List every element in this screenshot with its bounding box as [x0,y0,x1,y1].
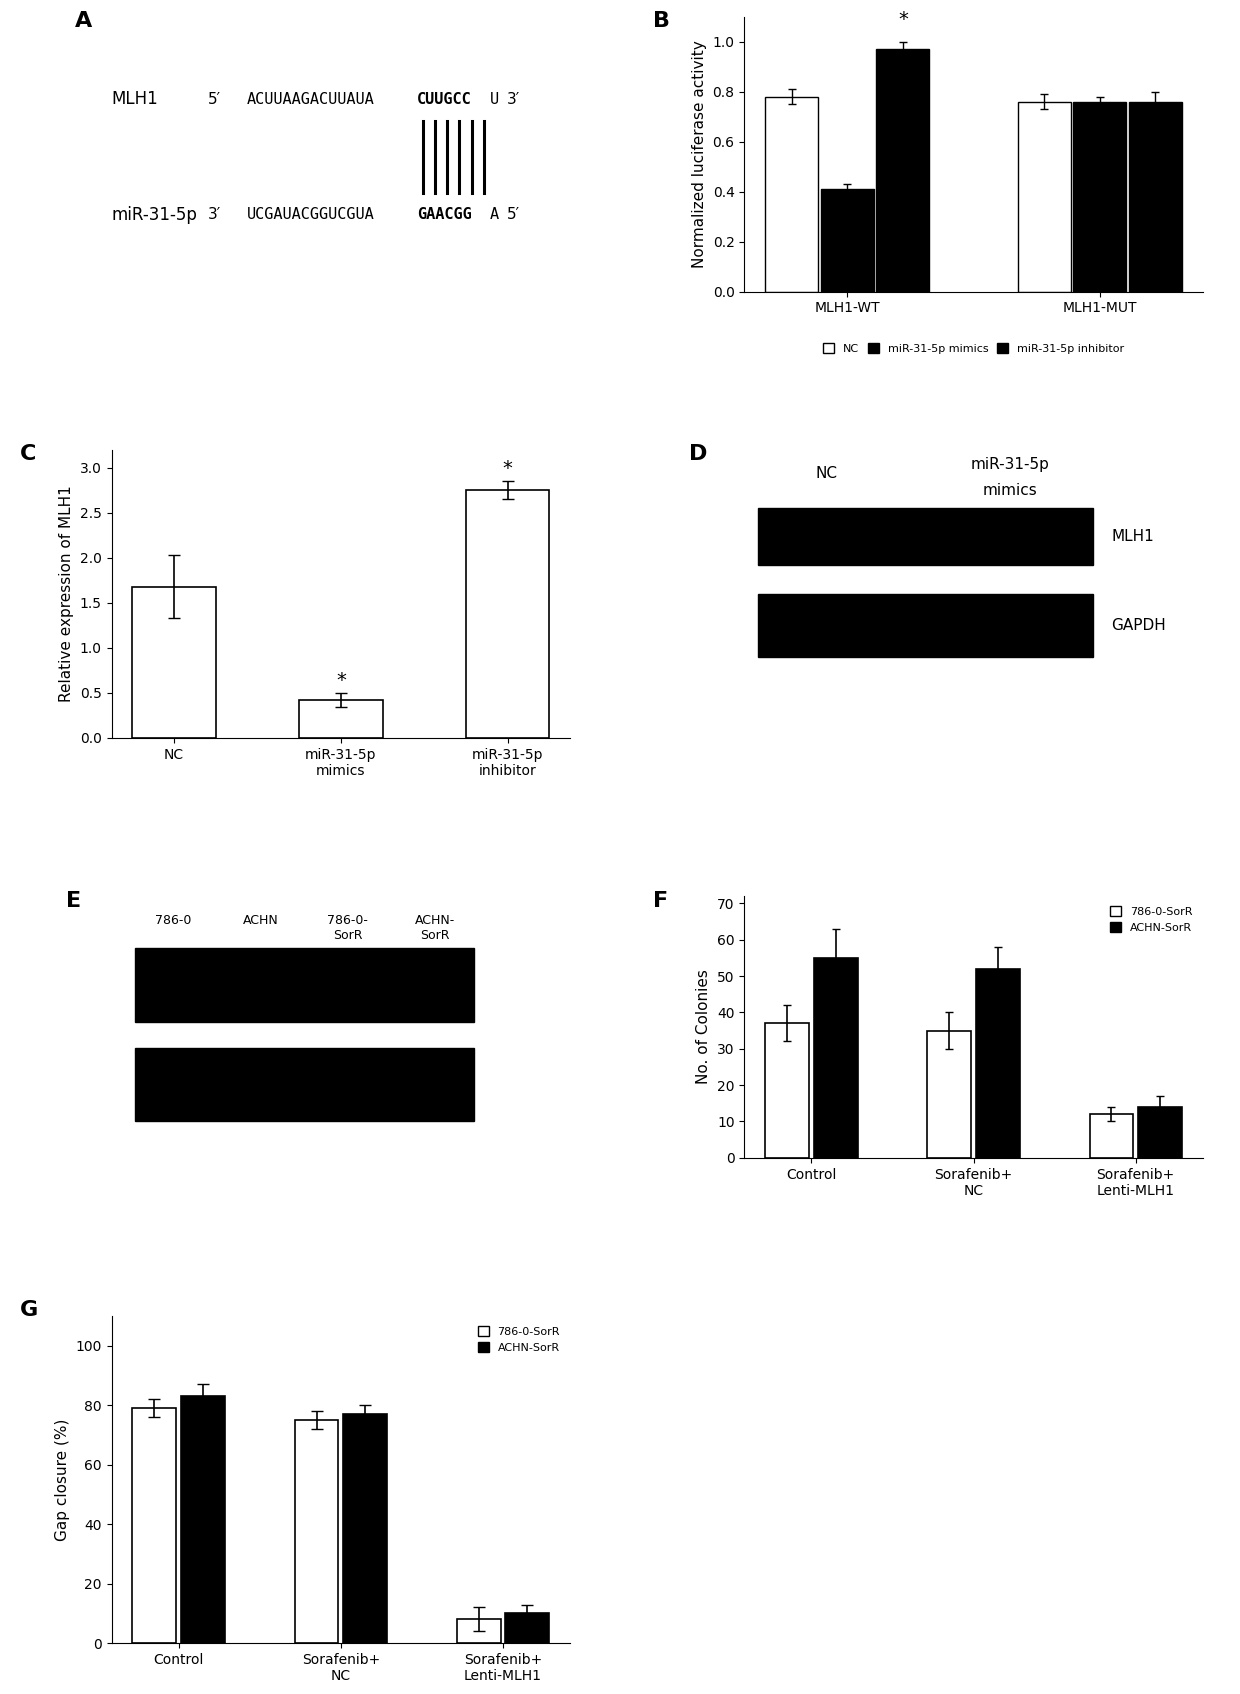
Legend: 786-0-SorR, ACHN-SorR: 786-0-SorR, ACHN-SorR [474,1321,564,1357]
Text: 786-0-
SorR: 786-0- SorR [327,915,368,942]
Text: MLH1: MLH1 [1111,529,1154,544]
Bar [758,595,1092,657]
Bar [813,957,858,1157]
Bar [134,1049,474,1121]
Text: ACHN: ACHN [243,915,279,927]
Bar [456,1619,501,1643]
Text: U: U [490,91,498,107]
Y-axis label: Normalized luciferase activity: Normalized luciferase activity [692,41,707,268]
Text: B: B [652,12,670,32]
Y-axis label: Gap closure (%): Gap closure (%) [55,1418,69,1542]
Text: E: E [66,891,81,911]
Text: A: A [490,207,498,222]
Bar [765,1023,808,1157]
Bar [134,949,474,1021]
Bar [765,97,818,291]
Text: ACHN-
SorR: ACHN- SorR [414,915,455,942]
Bar [928,1030,971,1157]
Text: 3′: 3′ [208,207,221,222]
Text: *: * [502,459,512,478]
Bar [1138,1106,1182,1157]
Text: GAACGG: GAACGG [417,207,471,222]
Text: F: F [652,891,668,911]
Bar [877,49,929,291]
Text: A: A [74,12,92,32]
Bar [295,1420,339,1643]
Bar [133,1408,176,1643]
Y-axis label: No. of Colonies: No. of Colonies [697,969,712,1084]
Text: 786-0: 786-0 [155,915,192,927]
Y-axis label: Relative expression of MLH1: Relative expression of MLH1 [60,486,74,703]
Text: 3′: 3′ [507,91,520,107]
Text: UCGAUACGGUCGUA: UCGAUACGGUCGUA [247,207,374,222]
Bar [299,700,382,739]
Text: ACUUAAGACUUAUA: ACUUAAGACUUAUA [247,91,374,107]
Text: 5′: 5′ [208,91,221,107]
Bar [466,491,549,739]
Text: NC: NC [816,466,838,481]
Bar [1128,102,1182,291]
Bar [758,508,1092,566]
Text: *: * [336,671,346,689]
Text: 5′: 5′ [507,207,520,222]
Text: mimics: mimics [983,483,1038,498]
Bar [976,969,1019,1157]
Bar [821,190,874,291]
Text: G: G [20,1299,38,1320]
Bar [1074,102,1126,291]
Text: *: * [898,10,908,29]
Text: D: D [689,444,708,464]
Text: CUUGCC: CUUGCC [417,91,471,107]
Text: miR-31-5p: miR-31-5p [112,205,197,224]
Text: C: C [20,444,36,464]
Bar [506,1613,549,1643]
Bar [1090,1115,1133,1157]
Bar [343,1414,387,1643]
Text: miR-31-5p: miR-31-5p [971,457,1050,473]
Text: MLH1: MLH1 [112,90,159,108]
Legend: 786-0-SorR, ACHN-SorR: 786-0-SorR, ACHN-SorR [1106,901,1198,938]
Bar [1018,102,1071,291]
Bar [133,586,216,739]
Bar [181,1396,224,1643]
Text: GAPDH: GAPDH [1111,618,1166,634]
Legend: NC, miR-31-5p mimics, miR-31-5p inhibitor: NC, miR-31-5p mimics, miR-31-5p inhibito… [818,339,1128,357]
